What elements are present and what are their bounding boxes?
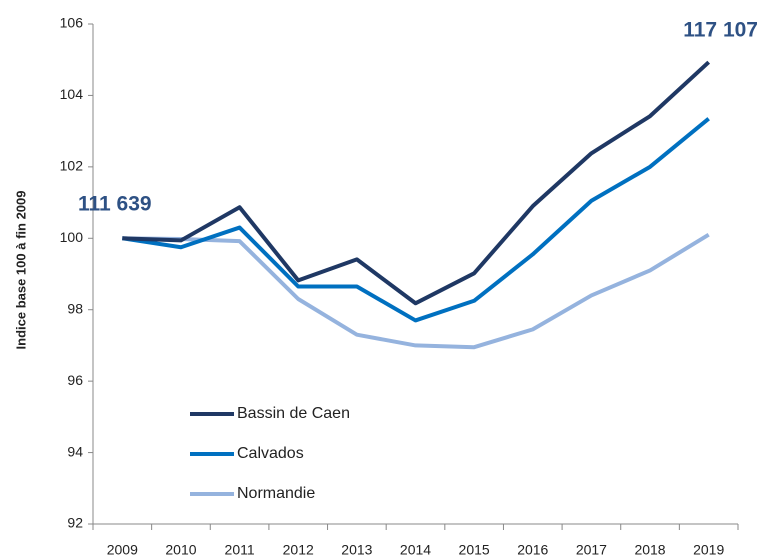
x-tick-label: 2018 (634, 542, 665, 558)
x-tick-label: 2011 (225, 542, 255, 558)
legend-label: Calvados (237, 445, 304, 462)
y-tick-label: 92 (67, 515, 83, 531)
x-tick-label: 2015 (459, 542, 490, 558)
x-tick-label: 2012 (283, 542, 314, 558)
legend-label: Normandie (237, 485, 315, 502)
series-line (122, 233, 710, 350)
series-line (122, 60, 711, 306)
x-tick-label: 2013 (341, 542, 372, 558)
y-tick-label: 98 (67, 300, 83, 316)
y-tick-label: 94 (67, 443, 83, 459)
y-tick-label: 102 (60, 158, 84, 174)
legend-label: Bassin de Caen (237, 405, 350, 422)
y-tick-label: 106 (60, 15, 84, 31)
x-tick-label: 2017 (576, 542, 607, 558)
x-tick-label: 2009 (107, 542, 138, 558)
y-axis-label: Indice base 100 à fin 2009 (13, 191, 28, 350)
x-tick-label: 2010 (165, 542, 196, 558)
y-tick-label: 96 (67, 372, 83, 388)
x-tick-label: 2016 (517, 542, 548, 558)
y-tick-label: 104 (60, 86, 84, 102)
annotation: 111 639 (78, 193, 152, 216)
x-tick-label: 2014 (400, 542, 431, 558)
series-line (122, 117, 710, 323)
y-tick-label: 100 (60, 229, 84, 245)
x-tick-label: 2019 (693, 542, 724, 558)
annotation: 117 107 (683, 19, 758, 42)
